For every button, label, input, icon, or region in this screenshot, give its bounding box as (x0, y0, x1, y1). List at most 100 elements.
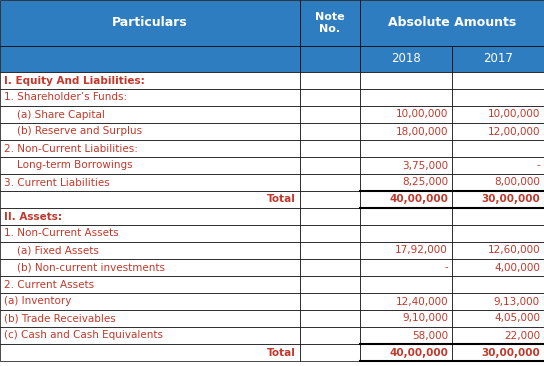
Bar (360, 140, 452, 157)
Bar (360, 46, 452, 72)
Bar (452, 191, 544, 208)
Bar (0, 123, 300, 140)
Text: (c) Cash and Cash Equivalents: (c) Cash and Cash Equivalents (4, 330, 163, 340)
Bar (0, 276, 300, 293)
Bar (0, 191, 300, 208)
Bar (452, 327, 544, 344)
Bar (0, 46, 300, 72)
Bar (0, 293, 300, 310)
Text: 30,00,000: 30,00,000 (481, 194, 540, 205)
Bar (300, 327, 360, 344)
Bar (452, 293, 544, 310)
Text: 10,00,000: 10,00,000 (487, 109, 540, 120)
Text: 3,75,000: 3,75,000 (402, 161, 448, 171)
Bar (360, 293, 452, 310)
Bar (0, 208, 300, 225)
Bar (452, 276, 544, 293)
Text: (b) Non-current investments: (b) Non-current investments (4, 262, 165, 273)
Text: I. Equity And Liabilities:: I. Equity And Liabilities: (4, 75, 145, 86)
Text: 58,000: 58,000 (412, 330, 448, 340)
Bar (0, 259, 300, 276)
Text: (a) Inventory: (a) Inventory (4, 296, 71, 306)
Text: 17,92,000: 17,92,000 (395, 246, 448, 255)
Text: 2. Non-Current Liabilities:: 2. Non-Current Liabilities: (4, 143, 138, 153)
Bar (300, 140, 360, 157)
Bar (452, 157, 544, 174)
Bar (360, 208, 452, 225)
Text: (a) Fixed Assets: (a) Fixed Assets (4, 246, 99, 255)
Text: 40,00,000: 40,00,000 (389, 194, 448, 205)
Bar (0, 242, 300, 259)
Bar (0, 344, 300, 361)
Text: Total: Total (267, 194, 296, 205)
Bar (300, 208, 360, 225)
Bar (360, 191, 452, 208)
Bar (0, 157, 300, 174)
Text: (a) Share Capital: (a) Share Capital (4, 109, 105, 120)
Bar (360, 344, 452, 361)
Text: 8,25,000: 8,25,000 (402, 178, 448, 187)
Bar (300, 310, 360, 327)
Text: 22,000: 22,000 (504, 330, 540, 340)
Text: 12,40,000: 12,40,000 (395, 296, 448, 306)
Bar (452, 344, 544, 361)
Text: 1. Non-Current Assets: 1. Non-Current Assets (4, 228, 119, 239)
Bar (300, 46, 360, 72)
Text: 2017: 2017 (483, 52, 513, 66)
Bar (360, 174, 452, 191)
Bar (300, 344, 360, 361)
Bar (300, 157, 360, 174)
Bar (300, 89, 360, 106)
Bar (452, 208, 544, 225)
Text: (b) Trade Receivables: (b) Trade Receivables (4, 314, 116, 324)
Bar (360, 0, 544, 46)
Text: 30,00,000: 30,00,000 (481, 347, 540, 358)
Text: 18,00,000: 18,00,000 (395, 127, 448, 137)
Bar (360, 276, 452, 293)
Bar (360, 106, 452, 123)
Text: 9,13,000: 9,13,000 (494, 296, 540, 306)
Bar (452, 259, 544, 276)
Text: 4,00,000: 4,00,000 (494, 262, 540, 273)
Bar (300, 293, 360, 310)
Bar (0, 106, 300, 123)
Bar (300, 72, 360, 89)
Text: Total: Total (267, 347, 296, 358)
Bar (360, 123, 452, 140)
Bar (0, 225, 300, 242)
Bar (360, 89, 452, 106)
Bar (300, 174, 360, 191)
Bar (360, 310, 452, 327)
Bar (300, 259, 360, 276)
Bar (300, 242, 360, 259)
Bar (0, 89, 300, 106)
Text: -: - (536, 161, 540, 171)
Text: 10,00,000: 10,00,000 (395, 109, 448, 120)
Bar (452, 106, 544, 123)
Text: 2018: 2018 (391, 52, 421, 66)
Text: II. Assets:: II. Assets: (4, 212, 62, 221)
Text: 8,00,000: 8,00,000 (494, 178, 540, 187)
Bar (360, 242, 452, 259)
Bar (0, 0, 300, 46)
Text: 9,10,000: 9,10,000 (402, 314, 448, 324)
Bar (452, 174, 544, 191)
Bar (452, 123, 544, 140)
Bar (360, 157, 452, 174)
Text: 4,05,000: 4,05,000 (494, 314, 540, 324)
Text: 12,60,000: 12,60,000 (487, 246, 540, 255)
Text: 3. Current Liabilities: 3. Current Liabilities (4, 178, 110, 187)
Bar (0, 72, 300, 89)
Bar (0, 174, 300, 191)
Bar (300, 123, 360, 140)
Bar (360, 259, 452, 276)
Bar (360, 225, 452, 242)
Text: 2. Current Assets: 2. Current Assets (4, 280, 94, 290)
Bar (452, 72, 544, 89)
Text: Note
No.: Note No. (315, 12, 345, 34)
Bar (452, 46, 544, 72)
Bar (300, 106, 360, 123)
Bar (300, 0, 360, 46)
Bar (360, 72, 452, 89)
Text: -: - (444, 262, 448, 273)
